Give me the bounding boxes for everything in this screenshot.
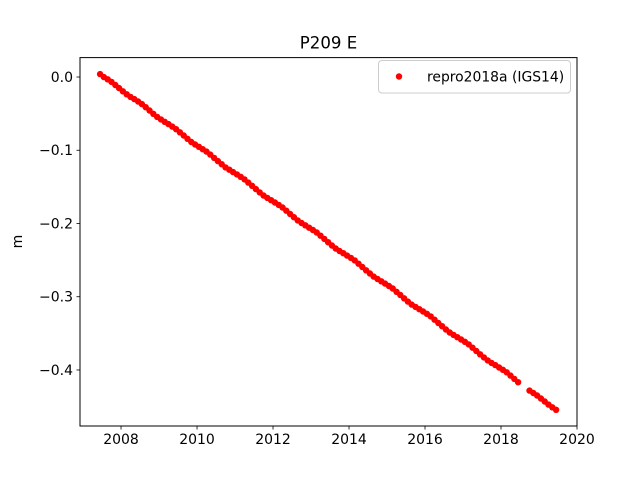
y-tick-label: −0.1 [39,143,73,159]
y-tick-label: −0.2 [39,216,73,232]
axes-frame [79,57,578,427]
x-tick-label: 2010 [179,432,215,448]
x-tick-label: 2018 [483,432,519,448]
legend-marker-dot-icon [395,73,403,80]
data-point [552,406,560,413]
legend-box [378,60,571,94]
legend-label: repro2018a (IGS14) [427,69,564,85]
y-tick-label: −0.4 [39,363,73,379]
x-tick-label: 2014 [331,432,367,448]
scatter-series [96,70,560,413]
y-tick-label: 0.0 [51,70,73,86]
data-point [514,379,522,386]
x-tick-label: 2020 [559,432,595,448]
y-axis-ticks: 0.0 −0.1 −0.2 −0.3 −0.4 [39,70,80,379]
x-axis-ticks: 2008 2010 2012 2014 2016 2018 2020 [103,426,595,448]
x-tick-label: 2012 [255,432,291,448]
legend: repro2018a (IGS14) [378,60,571,94]
x-tick-label: 2008 [103,432,139,448]
y-axis-label: m [10,235,26,249]
x-tick-label: 2016 [407,432,443,448]
y-tick-label: −0.3 [39,290,73,306]
chart-title: P209 E [300,34,357,53]
